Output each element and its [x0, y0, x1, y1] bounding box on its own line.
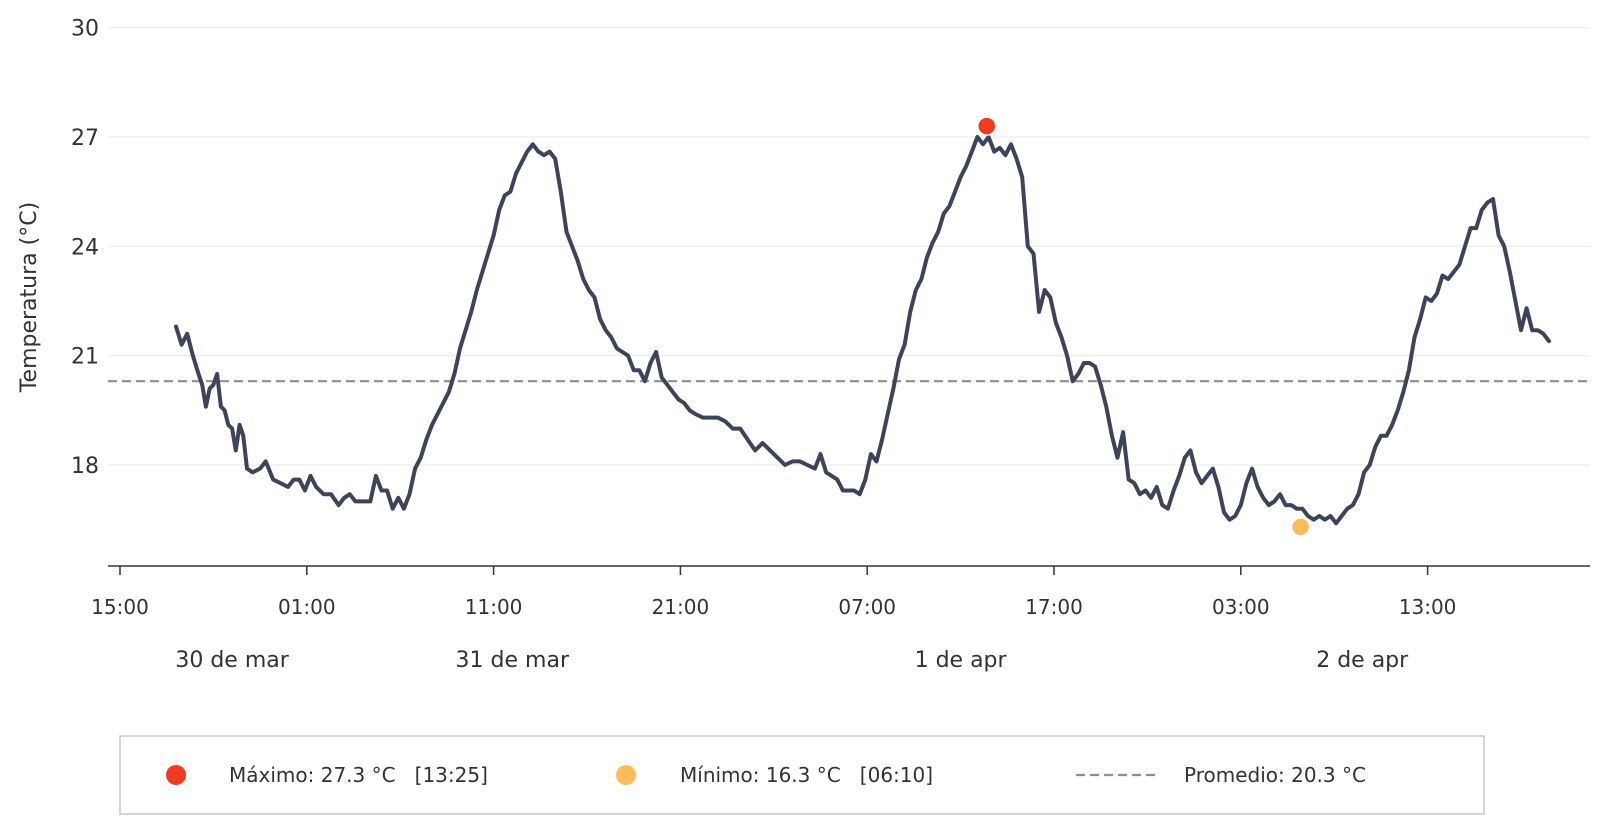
- legend-marker: [166, 765, 186, 785]
- x-tick-label: 15:00: [91, 595, 149, 619]
- x-tick-label: 03:00: [1212, 595, 1270, 619]
- y-axis-label: Temperatura (°C): [17, 202, 42, 393]
- legend: Máximo: 27.3 °C [13:25] Mínimo: 16.3 °C […: [119, 735, 1485, 815]
- y-tick-label: 27: [71, 126, 99, 151]
- date-label: 30 de mar: [175, 648, 289, 673]
- y-tick-label: 18: [71, 454, 99, 479]
- y-tick-label: 30: [71, 17, 99, 42]
- x-tick-label: 17:00: [1025, 595, 1083, 619]
- y-tick-label: 24: [71, 235, 99, 260]
- x-tick-label: 07:00: [838, 595, 896, 619]
- y-tick-label: 21: [71, 345, 99, 370]
- x-tick-label: 11:00: [465, 595, 523, 619]
- legend-box: [119, 735, 1485, 815]
- min-marker: [1290, 517, 1311, 537]
- date-label: 1 de apr: [915, 648, 1008, 673]
- legend-marker: [616, 765, 636, 785]
- date-label: 2 de apr: [1316, 648, 1409, 673]
- date-label: 31 de mar: [456, 648, 570, 673]
- x-axis: 15:00 01:00 11:00 21:00 07:00 17:00 03:00 13:00…: [91, 565, 1590, 673]
- x-tick-label: 21:00: [652, 595, 710, 619]
- legend-label: Máximo: 27.3 °C [13:25]: [229, 763, 488, 787]
- legend-label: Promedio: 20.3 °C: [1184, 763, 1366, 787]
- max-marker: [977, 116, 997, 136]
- legend-label: Mínimo: 16.3 °C [06:10]: [680, 763, 933, 787]
- extreme-markers: [977, 116, 1311, 537]
- temperature-series-line: [174, 135, 1551, 526]
- x-tick-label: 01:00: [278, 595, 336, 619]
- y-axis: 18 21 24 27 30: [71, 17, 99, 479]
- grid-lines: [108, 27, 1590, 466]
- x-tick-label: 13:00: [1399, 595, 1457, 619]
